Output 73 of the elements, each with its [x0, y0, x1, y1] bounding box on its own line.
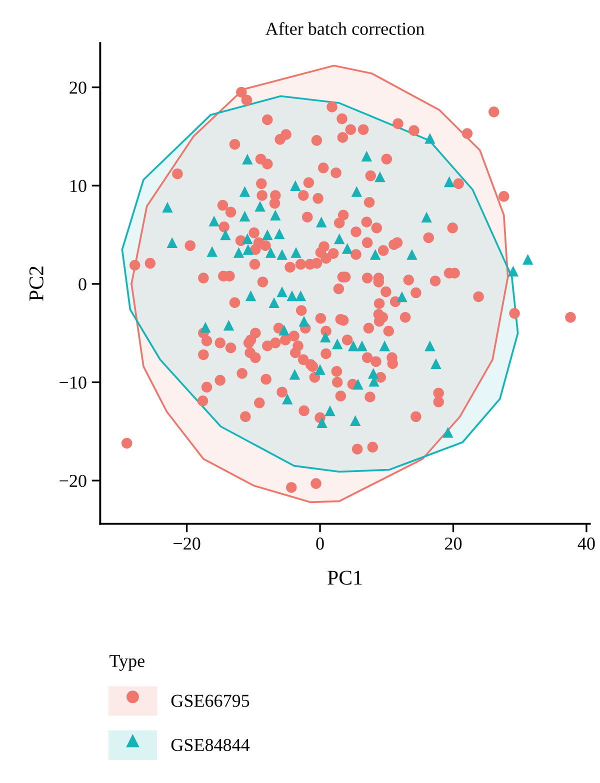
- point: [278, 324, 290, 336]
- y-tick-label: −20: [60, 474, 86, 488]
- y-tick-label: 20: [70, 82, 86, 94]
- x-tick-label: 0: [316, 538, 324, 550]
- point: [334, 233, 345, 244]
- point: [262, 229, 273, 240]
- point: [314, 364, 326, 375]
- point: [316, 216, 327, 228]
- point: [332, 338, 343, 350]
- point: [242, 244, 254, 255]
- point: [442, 427, 454, 438]
- point: [223, 320, 234, 331]
- point: [421, 212, 432, 222]
- point: [162, 202, 173, 213]
- point: [342, 243, 353, 254]
- point: [356, 340, 368, 352]
- point: [239, 186, 250, 197]
- x-tick-label: 40: [578, 538, 595, 550]
- point: [239, 210, 250, 222]
- x-axis-title: PC1: [328, 570, 362, 585]
- point: [406, 249, 418, 260]
- point: [361, 150, 372, 162]
- point: [282, 394, 293, 404]
- point: [374, 171, 386, 182]
- point: [508, 266, 519, 277]
- point: [290, 180, 301, 191]
- y-tick-label: 0: [78, 278, 86, 290]
- legend-label: GSE66795: [171, 694, 250, 707]
- point: [233, 247, 244, 258]
- point: [242, 154, 253, 164]
- x-tick-label: −20: [174, 538, 200, 550]
- point: [444, 176, 455, 188]
- point: [276, 286, 288, 298]
- point: [522, 254, 534, 265]
- point: [208, 216, 220, 226]
- point: [286, 290, 298, 302]
- legend-label: GSE84844: [171, 738, 250, 752]
- point: [276, 249, 288, 260]
- y-tick-label: −10: [60, 376, 86, 389]
- point: [351, 186, 362, 197]
- y-tick-label: 10: [70, 180, 86, 192]
- chart-title: After batch correction: [265, 22, 424, 35]
- point: [396, 291, 408, 302]
- point: [424, 133, 436, 144]
- point: [265, 247, 276, 258]
- point: [316, 417, 328, 428]
- y-axis-title: PC2: [29, 266, 44, 301]
- point: [290, 247, 302, 258]
- point: [352, 378, 364, 390]
- point: [200, 322, 211, 333]
- point: [268, 297, 280, 308]
- point: [348, 340, 359, 352]
- point: [289, 369, 300, 380]
- point: [220, 229, 231, 240]
- point: [370, 249, 381, 260]
- point: [320, 332, 331, 342]
- point: [242, 233, 253, 244]
- point: [274, 228, 285, 240]
- legend-title: Type: [110, 655, 144, 671]
- point: [245, 290, 256, 302]
- point: [295, 290, 306, 302]
- point: [254, 200, 266, 212]
- point: [379, 340, 390, 352]
- point: [350, 415, 361, 426]
- point: [270, 210, 281, 220]
- point: [206, 246, 218, 257]
- point: [368, 368, 379, 379]
- point: [324, 405, 336, 416]
- point: [298, 316, 310, 327]
- point: [430, 358, 442, 369]
- point: [166, 237, 178, 248]
- x-tick-label: 20: [445, 538, 462, 550]
- point: [424, 340, 436, 352]
